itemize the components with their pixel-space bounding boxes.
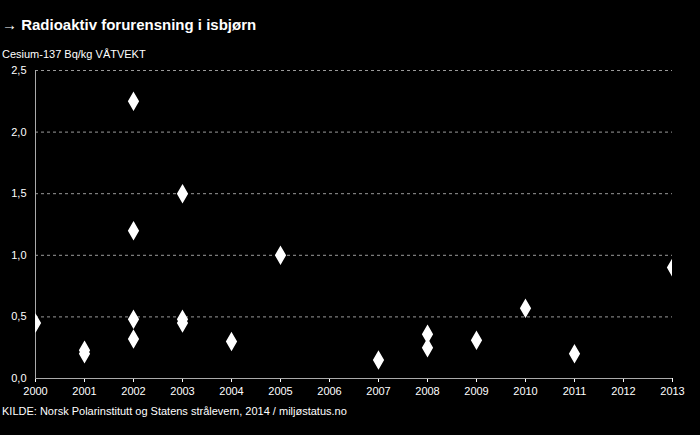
svg-text:1,0: 1,0 — [11, 249, 26, 261]
svg-text:2007: 2007 — [366, 385, 390, 397]
svg-text:2000: 2000 — [23, 385, 47, 397]
svg-text:2004: 2004 — [219, 385, 243, 397]
svg-text:2010: 2010 — [513, 385, 537, 397]
svg-text:2006: 2006 — [317, 385, 341, 397]
svg-text:0,5: 0,5 — [11, 310, 26, 322]
svg-text:2012: 2012 — [611, 385, 635, 397]
html-text:→ Radioaktiv forurensning i is: → Radioaktiv forurensning i isbjørn — [2, 16, 257, 33]
svg-text:2005: 2005 — [268, 385, 292, 397]
svg-text:2,5: 2,5 — [11, 64, 26, 76]
svg-text:2001: 2001 — [72, 385, 96, 397]
html-text:KILDE: Norsk Polarinstitutt og: KILDE: Norsk Polarinstitutt og Statens s… — [2, 405, 347, 417]
svg-text:2003: 2003 — [170, 385, 194, 397]
svg-text:2009: 2009 — [464, 385, 488, 397]
svg-text:2013: 2013 — [660, 385, 684, 397]
svg-text:2011: 2011 — [563, 385, 587, 397]
svg-text:2,0: 2,0 — [11, 126, 26, 138]
svg-text:2008: 2008 — [415, 385, 439, 397]
svg-text:1,5: 1,5 — [11, 187, 26, 199]
html-text:Cesium-137 Bq/kg VÅTVEKT: Cesium-137 Bq/kg VÅTVEKT — [2, 48, 146, 60]
svg-text:0,0: 0,0 — [11, 372, 26, 384]
svg-text:2002: 2002 — [121, 385, 145, 397]
